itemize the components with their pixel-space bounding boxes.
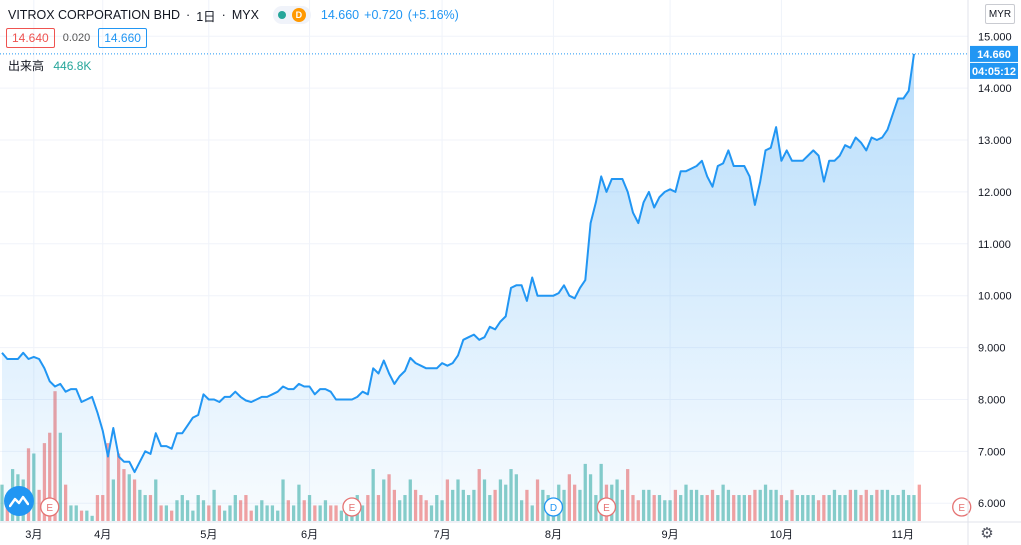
price-change-percent: (+5.16%) xyxy=(407,8,459,22)
earnings-marker-circle[interactable] xyxy=(952,497,972,517)
x-tick-label: 9月 xyxy=(662,529,679,541)
volume-label[interactable]: 出来高 xyxy=(8,59,45,73)
symbol-name[interactable]: VITROX CORPORATION BHD xyxy=(8,8,181,22)
volume-value: 446.8K xyxy=(53,59,92,73)
market-open-icon xyxy=(277,11,286,19)
x-tick-label: 4月 xyxy=(94,529,111,541)
last-price-tag-label: 14.660 xyxy=(977,49,1011,61)
x-tick-label: 5月 xyxy=(200,529,217,541)
bid-ask-row: 14.640 0.020 14.660 xyxy=(6,28,147,48)
countdown-tag-label: 04:05:12 xyxy=(972,66,1016,78)
y-tick-label: 9.000 xyxy=(978,343,1006,355)
countdown-tag xyxy=(970,62,1018,79)
earnings-marker-circle[interactable] xyxy=(40,497,60,517)
ask-price[interactable]: 14.660 xyxy=(98,28,147,48)
x-tick-label: 7月 xyxy=(434,529,451,541)
earnings-marker-label[interactable]: E xyxy=(349,503,356,514)
tradingview-logo-icon[interactable] xyxy=(4,486,34,516)
gear-icon[interactable]: ⚙ xyxy=(980,525,994,542)
chart-legend: VITROX CORPORATION BHD · 1日 · MYX D 14.6… xyxy=(8,6,459,24)
y-tick-label: 14.000 xyxy=(978,83,1012,95)
price-change: +0.720 xyxy=(364,8,403,22)
delayed-badge: D xyxy=(291,8,306,22)
dividend-marker-label[interactable]: D xyxy=(550,503,557,514)
x-tick-label: 3月 xyxy=(25,529,42,541)
currency-button[interactable]: MYR xyxy=(985,4,1015,24)
x-tick-label: 8月 xyxy=(545,529,562,541)
volume-bar xyxy=(917,484,921,521)
y-tick-label: 8.000 xyxy=(978,394,1006,406)
price-line xyxy=(1,53,915,474)
interval-label[interactable]: 1日 xyxy=(196,9,216,24)
y-tick-label: 13.000 xyxy=(978,135,1012,147)
x-tick-label: 10月 xyxy=(770,529,793,541)
status-badges[interactable]: D xyxy=(272,6,311,24)
y-tick-label: 11.000 xyxy=(978,239,1011,251)
dividend-marker-circle[interactable] xyxy=(543,497,564,517)
time-axis: 3月 4月 5月 6月 7月 8月 9月 10月 11月 xyxy=(25,529,914,541)
price-area xyxy=(2,53,914,523)
y-tick-label: 15.000 xyxy=(978,31,1012,43)
last-price-tag xyxy=(970,45,1018,62)
axis-tags: 14.660 04:05:12 xyxy=(970,45,1018,79)
x-tick-label: 11月 xyxy=(892,529,914,541)
volume-legend: 出来高 446.8K xyxy=(8,57,91,74)
earnings-marker-label[interactable]: E xyxy=(46,503,53,514)
earnings-marker-circle[interactable] xyxy=(342,497,362,517)
earnings-marker-label[interactable]: E xyxy=(603,503,610,514)
y-tick-label: 6.000 xyxy=(978,498,1006,510)
price-axis: 6.000 7.000 8.000 9.000 10.000 11.000 12.000 13… xyxy=(978,31,1012,510)
earnings-marker-circle[interactable] xyxy=(596,497,617,517)
exchange-label: MYX xyxy=(231,8,259,22)
spread-value: 0.020 xyxy=(62,32,91,44)
last-price: 14.660 xyxy=(320,8,360,22)
earnings-marker-label[interactable]: E xyxy=(958,503,965,514)
y-tick-label: 7.000 xyxy=(978,446,1006,458)
x-tick-label: 6月 xyxy=(301,529,318,541)
y-tick-label: 12.000 xyxy=(978,187,1012,199)
logo-wave-icon xyxy=(9,495,29,508)
bid-price[interactable]: 14.640 xyxy=(6,28,55,48)
y-tick-label: 10.000 xyxy=(978,291,1012,303)
legend-separator: · xyxy=(221,8,226,22)
legend-separator: · xyxy=(186,8,191,22)
